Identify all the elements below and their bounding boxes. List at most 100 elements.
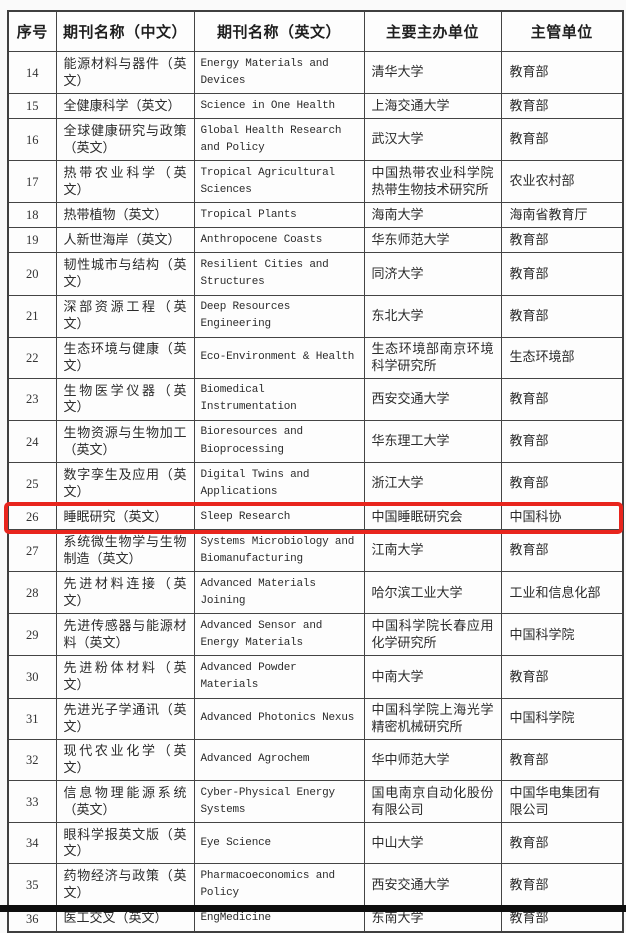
row-number-cell: 21 xyxy=(7,294,57,338)
journal-name-en-cell: Sleep Research xyxy=(193,504,365,531)
journal-name-en-cell: Energy Materials and Devices xyxy=(193,50,365,95)
journal-name-en-cell: Digital Twins and Applications xyxy=(193,462,365,506)
journal-name-en-cell: Advanced Photonics Nexus xyxy=(193,697,365,740)
supervisor-cell: 教育部 xyxy=(500,419,624,464)
supervisor-cell: 工业和信息化部 xyxy=(500,571,624,615)
journal-name-cn-cell: 深部资源工程（英文） xyxy=(55,294,195,338)
row-number-cell: 34 xyxy=(7,822,57,865)
row-number-cell: 14 xyxy=(7,50,57,95)
journal-name-cn-cell: 热带农业科学（英文） xyxy=(55,160,195,204)
journal-name-en-cell: Deep Resources Engineering xyxy=(193,294,365,338)
row-number-cell: 31 xyxy=(7,697,57,740)
table-row: 33 信息物理能源系统（英文） Cyber-Physical Energy Sy… xyxy=(7,780,624,824)
journal-name-en-cell: Advanced Agrochem xyxy=(193,738,365,782)
organizer-cell: 国电南京自动化股份有限公司 xyxy=(363,780,502,824)
organizer-cell: 中国热带农业科学院热带生物技术研究所 xyxy=(363,160,502,204)
journal-name-cn-cell: 热带植物（英文） xyxy=(55,202,195,229)
journal-name-en-cell: Advanced Materials Joining xyxy=(193,571,365,615)
row-number-cell: 33 xyxy=(7,780,57,824)
journal-name-cn-cell: 韧性城市与结构（英文） xyxy=(55,252,195,296)
supervisor-cell: 中国科学院 xyxy=(500,613,624,657)
journal-name-cn-cell: 先进传感器与能源材料（英文） xyxy=(55,613,195,657)
organizer-cell: 中南大学 xyxy=(363,655,502,699)
organizer-cell: 生态环境部南京环境科学研究所 xyxy=(363,336,502,379)
row-number-cell: 28 xyxy=(7,571,57,615)
supervisor-cell: 教育部 xyxy=(500,227,624,254)
organizer-cell: 东北大学 xyxy=(363,294,502,338)
organizer-cell: 中山大学 xyxy=(363,822,502,865)
organizer-cell: 华东师范大学 xyxy=(363,227,502,254)
table-body: 14 能源材料与器件（英文） Energy Materials and Devi… xyxy=(7,50,624,933)
journal-name-en-cell: Science in One Health xyxy=(193,93,365,120)
header-journal-name-en: 期刊名称（英文） xyxy=(193,10,365,52)
table-row: 26 睡眠研究（英文） Sleep Research 中国睡眠研究会 中国科协 xyxy=(7,504,624,531)
supervisor-cell: 教育部 xyxy=(500,50,624,95)
row-number-cell: 18 xyxy=(7,202,57,229)
journal-name-cn-cell: 先进光子学通讯（英文） xyxy=(55,697,195,740)
table-row: 29 先进传感器与能源材料（英文） Advanced Sensor and En… xyxy=(7,613,624,657)
journal-name-cn-cell: 药物经济与政策（英文） xyxy=(55,863,195,907)
row-number-cell: 27 xyxy=(7,529,57,573)
table-row: 23 生物医学仪器（英文） Biomedical Instrumentation… xyxy=(7,377,624,421)
table-row: 24 生物资源与生物加工（英文） Bioresources and Biopro… xyxy=(7,419,624,464)
organizer-cell: 同济大学 xyxy=(363,252,502,296)
organizer-cell: 华中师范大学 xyxy=(363,738,502,782)
journal-name-en-cell: Tropical Plants xyxy=(193,202,365,229)
supervisor-cell: 教育部 xyxy=(500,822,624,865)
row-number-cell: 20 xyxy=(7,252,57,296)
journal-name-en-cell: Biomedical Instrumentation xyxy=(193,377,365,421)
table-row: 15 全健康科学（英文） Science in One Health 上海交通大… xyxy=(7,93,624,120)
row-number-cell: 22 xyxy=(7,336,57,379)
supervisor-cell: 教育部 xyxy=(500,294,624,338)
row-number-cell: 23 xyxy=(7,377,57,421)
journal-name-en-cell: Advanced Powder Materials xyxy=(193,655,365,699)
table-row: 35 药物经济与政策（英文） Pharmacoeconomics and Pol… xyxy=(7,863,624,907)
supervisor-cell: 生态环境部 xyxy=(500,336,624,379)
organizer-cell: 上海交通大学 xyxy=(363,93,502,120)
journal-table: 序号 期刊名称（中文） 期刊名称（英文） 主要主办单位 主管单位 14 能源材料… xyxy=(7,10,624,933)
table-row: 31 先进光子学通讯（英文） Advanced Photonics Nexus … xyxy=(7,697,624,740)
organizer-cell: 西安交通大学 xyxy=(363,863,502,907)
journal-name-cn-cell: 眼科学报英文版（英文） xyxy=(55,822,195,865)
journal-name-cn-cell: 数字孪生及应用（英文） xyxy=(55,462,195,506)
table-row: 34 眼科学报英文版（英文） Eye Science 中山大学 教育部 xyxy=(7,822,624,865)
header-row: 序号 期刊名称（中文） 期刊名称（英文） 主要主办单位 主管单位 xyxy=(7,10,624,52)
row-number-cell: 30 xyxy=(7,655,57,699)
supervisor-cell: 教育部 xyxy=(500,252,624,296)
journal-name-cn-cell: 全健康科学（英文） xyxy=(55,93,195,120)
table-row: 25 数字孪生及应用（英文） Digital Twins and Applica… xyxy=(7,462,624,506)
supervisor-cell: 教育部 xyxy=(500,529,624,573)
journal-name-cn-cell: 生物资源与生物加工（英文） xyxy=(55,419,195,464)
journal-name-cn-cell: 系统微生物学与生物制造（英文） xyxy=(55,529,195,573)
row-number-cell: 16 xyxy=(7,118,57,162)
organizer-cell: 华东理工大学 xyxy=(363,419,502,464)
journal-name-cn-cell: 全球健康研究与政策（英文） xyxy=(55,118,195,162)
organizer-cell: 中国科学院长春应用化学研究所 xyxy=(363,613,502,657)
supervisor-cell: 教育部 xyxy=(500,655,624,699)
header-supervisor: 主管单位 xyxy=(500,10,624,52)
supervisor-cell: 教育部 xyxy=(500,738,624,782)
journal-name-en-cell: Eye Science xyxy=(193,822,365,865)
journal-name-en-cell: Eco-Environment & Health xyxy=(193,336,365,379)
journal-name-cn-cell: 能源材料与器件（英文） xyxy=(55,50,195,95)
table-row: 28 先进材料连接（英文） Advanced Materials Joining… xyxy=(7,571,624,615)
header-no: 序号 xyxy=(7,10,57,52)
supervisor-cell: 中国科学院 xyxy=(500,697,624,740)
row-number-cell: 32 xyxy=(7,738,57,782)
journal-name-cn-cell: 生物医学仪器（英文） xyxy=(55,377,195,421)
journal-name-en-cell: Tropical Agricultural Sciences xyxy=(193,160,365,204)
table-row: 27 系统微生物学与生物制造（英文） Systems Microbiology … xyxy=(7,529,624,573)
table-row: 21 深部资源工程（英文） Deep Resources Engineering… xyxy=(7,294,624,338)
journal-name-en-cell: Pharmacoeconomics and Policy xyxy=(193,863,365,907)
journal-name-cn-cell: 睡眠研究（英文） xyxy=(55,504,195,531)
supervisor-cell: 教育部 xyxy=(500,93,624,120)
journal-name-en-cell: Anthropocene Coasts xyxy=(193,227,365,254)
header-journal-name-cn: 期刊名称（中文） xyxy=(55,10,195,52)
row-number-cell: 19 xyxy=(7,227,57,254)
journal-name-cn-cell: 现代农业化学（英文） xyxy=(55,738,195,782)
header-organizer: 主要主办单位 xyxy=(363,10,502,52)
journal-name-cn-cell: 人新世海岸（英文） xyxy=(55,227,195,254)
journal-name-en-cell: Bioresources and Bioprocessing xyxy=(193,419,365,464)
organizer-cell: 武汉大学 xyxy=(363,118,502,162)
supervisor-cell: 海南省教育厅 xyxy=(500,202,624,229)
